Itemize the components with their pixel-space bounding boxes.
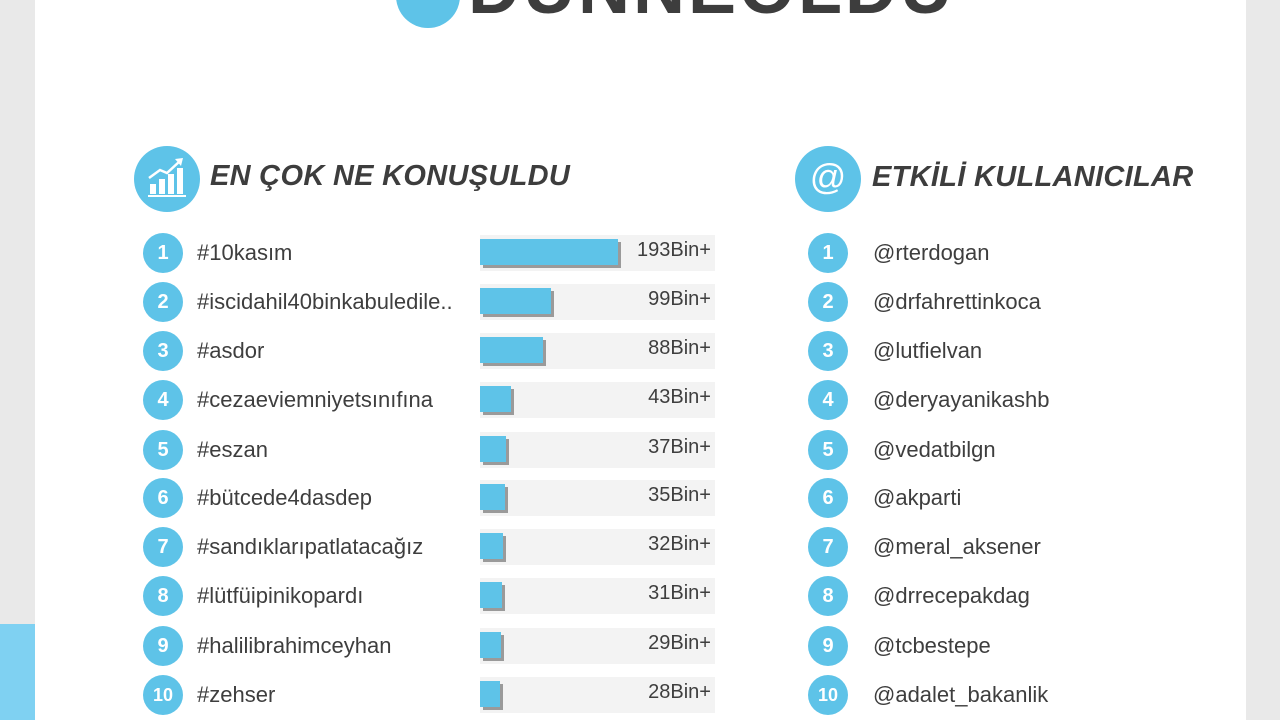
bar-track: 43Bin+ [480,382,715,418]
rank-badge: 8 [143,576,183,616]
count-bar [480,533,503,559]
rank-badge: 10 [143,675,183,715]
bar-track: 32Bin+ [480,529,715,565]
rank-badge: 4 [808,380,848,420]
rank-badge: 6 [143,478,183,518]
bar-track: 29Bin+ [480,628,715,664]
accent-strip [0,624,35,720]
bar-track: 37Bin+ [480,432,715,468]
hashtag-label[interactable]: #eszan [197,437,268,462]
count-bar [480,681,500,707]
count-bar [480,239,618,265]
bar-track: 88Bin+ [480,333,715,369]
bar-track: 193Bin+ [480,235,715,271]
username-label[interactable]: @lutfielvan [873,338,983,363]
username-label[interactable]: @akparti [873,485,962,510]
hashtag-label[interactable]: #bütcede4dasdep [197,485,372,510]
username-label[interactable]: @drrecepakdag [873,583,1030,608]
count-label: 193Bin+ [637,239,711,261]
rank-badge: 10 [808,675,848,715]
rank-badge: 9 [143,626,183,666]
count-label: 31Bin+ [648,582,711,604]
count-bar [480,484,505,510]
username-label[interactable]: @meral_aksener [873,534,1041,559]
username-label[interactable]: @vedatbilgn [873,437,996,462]
users-section-title: ETKİLİ KULLANICILAR [872,161,1194,193]
rank-badge: 7 [808,527,848,567]
bar-track: 28Bin+ [480,677,715,713]
rank-badge: 5 [808,430,848,470]
hashtag-label[interactable]: #zehser [197,682,276,707]
rank-badge: 7 [143,527,183,567]
rank-badge: 8 [808,576,848,616]
rank-badge: 3 [808,331,848,371]
hashtag-label[interactable]: #lütfüipinikopardı [197,583,364,608]
trending-chart-icon [134,146,200,212]
count-label: 37Bin+ [648,436,711,458]
hashtag-label[interactable]: #10kasım [197,240,293,265]
count-label: 32Bin+ [648,533,711,555]
count-label: 35Bin+ [648,484,711,506]
count-label: 99Bin+ [648,288,711,310]
count-label: 43Bin+ [648,386,711,408]
username-label[interactable]: @drfahrettinkoca [873,289,1041,314]
count-label: 29Bin+ [648,632,711,654]
count-bar [480,632,501,658]
rank-badge: 4 [143,380,183,420]
at-sign-icon: @ [795,146,861,212]
count-label: 28Bin+ [648,681,711,703]
count-bar [480,288,551,314]
rank-badge: 2 [143,282,183,322]
hashtag-label[interactable]: #asdor [197,338,265,363]
rank-badge: 5 [143,430,183,470]
username-label[interactable]: @tcbestepe [873,633,991,658]
hashtag-label[interactable]: #halilibrahimceyhan [197,633,392,658]
hashtag-label[interactable]: #cezaeviemniyetsınıfına [197,387,434,412]
rank-badge: 3 [143,331,183,371]
username-label[interactable]: @adalet_bakanlik [873,682,1049,707]
bar-track: 35Bin+ [480,480,715,516]
count-bar [480,436,506,462]
rank-badge: 1 [808,233,848,273]
count-bar [480,582,502,608]
count-bar [480,337,543,363]
count-bar [480,386,511,412]
page-title: DÜNNEOLDU [468,0,955,25]
bar-track: 31Bin+ [480,578,715,614]
username-label[interactable]: @deryayanikashb [873,387,1050,412]
username-label[interactable]: @rterdogan [873,240,990,265]
count-label: 88Bin+ [648,337,711,359]
bar-track: 99Bin+ [480,284,715,320]
hashtag-label[interactable]: #iscidahil40binkabuledile.. [197,289,453,314]
trending-section-title: EN ÇOK NE KONUŞULDU [210,160,571,192]
hashtag-label[interactable]: #sandıklarıpatlatacağız [197,534,424,559]
rank-badge: 1 [143,233,183,273]
rank-badge: 6 [808,478,848,518]
rank-badge: 2 [808,282,848,322]
rank-badge: 9 [808,626,848,666]
